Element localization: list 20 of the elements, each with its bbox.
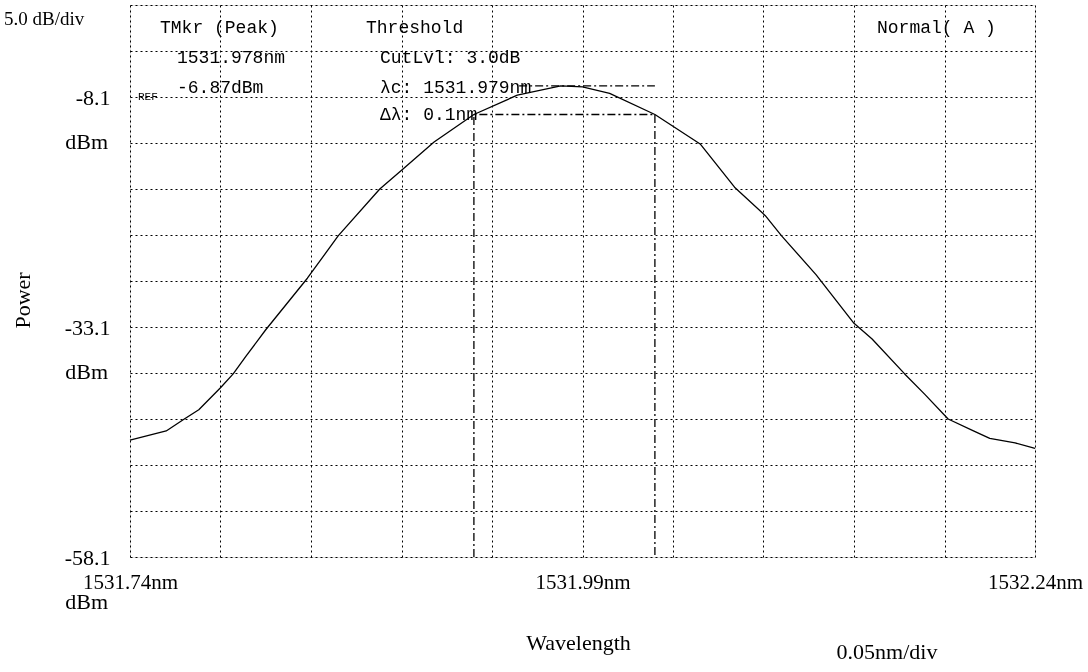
- annotation: REF: [138, 91, 158, 103]
- text: dBm: [65, 129, 108, 154]
- annotation: Normal( A ): [877, 18, 996, 38]
- y-tick-label: -58.1: [64, 544, 111, 570]
- text: dBm: [65, 359, 108, 384]
- y-tick-label: -8.1: [75, 84, 111, 110]
- annotation: Threshold: [366, 18, 464, 38]
- annotation: 1531.978nm: [177, 48, 286, 68]
- text: 5.0 dB/div: [4, 8, 85, 29]
- annotation: λc: 1531.979nm: [380, 78, 532, 98]
- text: 0.05nm/div: [836, 639, 938, 664]
- annotation: -6.87dBm: [177, 78, 264, 98]
- y-tick-label: -33.1: [64, 314, 111, 340]
- annotation: Δλ: 0.1nm: [380, 105, 478, 125]
- x-tick-label: 1532.24nm: [987, 569, 1084, 594]
- x-axis-title: Wavelength: [526, 629, 631, 655]
- y-axis-title: Power: [9, 271, 35, 329]
- annotation: TMkr (Peak): [160, 18, 279, 38]
- annotation: CutLvl: 3.0dB: [380, 48, 521, 68]
- x-tick-label: 1531.99nm: [535, 569, 631, 594]
